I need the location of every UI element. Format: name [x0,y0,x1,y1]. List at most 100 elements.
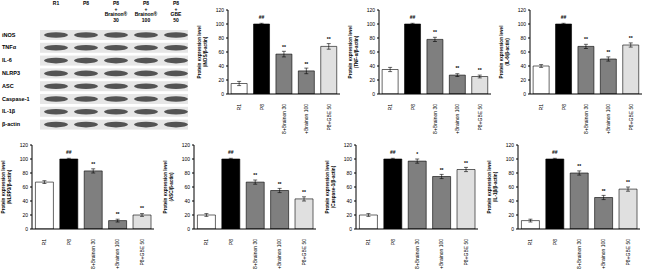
svg-text:**: ** [455,65,459,71]
svg-text:**: ** [253,172,257,178]
svg-text:**: ** [626,179,630,185]
svg-text:R1: R1 [538,104,544,111]
svg-text:120: 120 [506,142,515,148]
svg-text:**: ** [140,205,144,211]
svg-text:P8+Brainon 30: P8+Brainon 30 [414,239,420,269]
svg-text:P8: P8 [66,239,72,245]
svg-text:P8+Brainon 30: P8+Brainon 30 [90,239,96,269]
svg-text:P8+Brainon 100: P8+Brainon 100 [600,239,606,269]
svg-text:##: ## [561,14,567,20]
svg-text:**: ** [606,49,610,55]
svg-text:P8+GBE 50: P8+GBE 50 [625,239,631,266]
svg-text:120: 120 [344,142,353,148]
svg-text:40: 40 [218,63,224,69]
svg-text:ASC: ASC [8,83,14,89]
svg-text:**: ** [602,188,606,194]
svg-text:P8+GBE 50: P8+GBE 50 [463,239,469,266]
svg-text:P8+Brainon 100: P8+Brainon 100 [276,239,282,269]
svg-text:80: 80 [369,35,375,41]
svg-text:60: 60 [346,184,352,190]
svg-text:P8+Brainon 30: P8+Brainon 30 [252,239,258,269]
svg-text:**: ** [629,35,633,41]
svg-text:40: 40 [184,198,190,204]
svg-text:P8+GBE50: P8+GBE50 [171,0,183,23]
svg-text:0: 0 [25,226,28,232]
svg-text:80: 80 [218,35,224,41]
svg-text:P8: P8 [390,239,396,245]
svg-text:P8: P8 [259,104,265,110]
svg-text:##: ## [410,14,416,20]
svg-text:0: 0 [221,91,224,97]
svg-text:0: 0 [511,226,514,232]
svg-text:P8: P8 [228,239,234,245]
svg-text:iNOS: iNOS [8,32,16,38]
svg-text:80: 80 [22,170,28,176]
svg-text:Protein expression level(ASC/β: Protein expression level(ASC/β-actin) [163,161,174,214]
svg-text:40: 40 [508,198,514,204]
svg-text:Protein expression level(iNOS/: Protein expression level(iNOS/β-actin) [197,26,208,79]
svg-text:**: ** [302,189,306,195]
svg-text:Caspase-1: Caspase-1 [8,96,30,102]
svg-text:R1: R1 [41,239,47,246]
svg-text:100: 100 [20,156,29,162]
svg-text:60: 60 [184,184,190,190]
svg-text:100: 100 [367,21,376,27]
svg-text:**: ** [278,181,282,187]
svg-text:0: 0 [349,226,352,232]
svg-text:R1: R1 [387,104,393,111]
svg-text:IL-6: IL-6 [8,57,12,63]
svg-text:P8+Brainon 100: P8+Brainon 100 [303,104,309,134]
svg-text:Protein expression level(NLRP3: Protein expression level(NLRP3/β-actin) [8,161,12,214]
svg-text:P8+Brainon 100: P8+Brainon 100 [605,104,611,134]
svg-text:TNFα: TNFα [8,44,17,50]
svg-text:100: 100 [182,156,191,162]
svg-text:P8+GBE 50: P8+GBE 50 [628,104,634,131]
svg-text:P8: P8 [410,104,416,110]
svg-text:100: 100 [518,21,527,27]
svg-text:β-actin: β-actin [8,121,21,127]
svg-text:##: ## [259,14,265,20]
svg-text:0: 0 [523,91,526,97]
svg-text:60: 60 [369,49,375,55]
svg-text:R1: R1 [203,239,209,246]
svg-text:40: 40 [369,63,375,69]
svg-text:**: ** [433,29,437,35]
svg-text:120: 120 [367,7,376,13]
svg-text:**: ** [327,36,331,42]
svg-text:20: 20 [218,77,224,83]
svg-text:##: ## [552,149,558,155]
svg-text:20: 20 [22,212,28,218]
svg-text:P8+Brainon®30: P8+Brainon®30 [105,0,128,23]
svg-text:**: ** [577,163,581,169]
svg-text:P8+GBE 50: P8+GBE 50 [301,239,307,266]
svg-text:80: 80 [508,170,514,176]
svg-text:Protein expression level(IL-6/: Protein expression level(IL-6/β-actin) [499,26,510,79]
svg-text:R1: R1 [53,0,60,6]
svg-text:R1: R1 [236,104,242,111]
svg-text:IL-1β: IL-1β [8,108,16,114]
svg-text:**: ** [304,61,308,67]
svg-text:20: 20 [346,212,352,218]
svg-text:120: 120 [216,7,225,13]
svg-text:40: 40 [346,198,352,204]
svg-text:Protein expression level(IL-1β: Protein expression level(IL-1β/β-actin) [487,161,498,214]
svg-text:**: ** [584,36,588,42]
svg-text:P8+Brainon 100: P8+Brainon 100 [438,239,444,269]
svg-text:100: 100 [344,156,353,162]
svg-text:100: 100 [506,156,515,162]
svg-text:80: 80 [346,170,352,176]
svg-text:*: * [416,151,418,157]
svg-text:P8+GBE 50: P8+GBE 50 [139,239,145,266]
svg-text:60: 60 [520,49,526,55]
svg-text:40: 40 [520,63,526,69]
svg-text:**: ** [91,161,95,167]
svg-text:P8+Brainon 30: P8+Brainon 30 [576,239,582,269]
svg-text:P8+Brainon®100: P8+Brainon®100 [135,0,158,23]
svg-text:Protein expression level(TNF-α: Protein expression level(TNF-α/β-actin) [348,26,359,79]
svg-text:P8+Brainon 100: P8+Brainon 100 [114,239,120,269]
svg-text:**: ** [282,44,286,50]
svg-text:Protein expression level(Caspa: Protein expression level(Caspase-1/β-act… [325,161,336,214]
svg-text:**: ** [440,167,444,173]
svg-text:20: 20 [369,77,375,83]
svg-text:##: ## [66,149,72,155]
